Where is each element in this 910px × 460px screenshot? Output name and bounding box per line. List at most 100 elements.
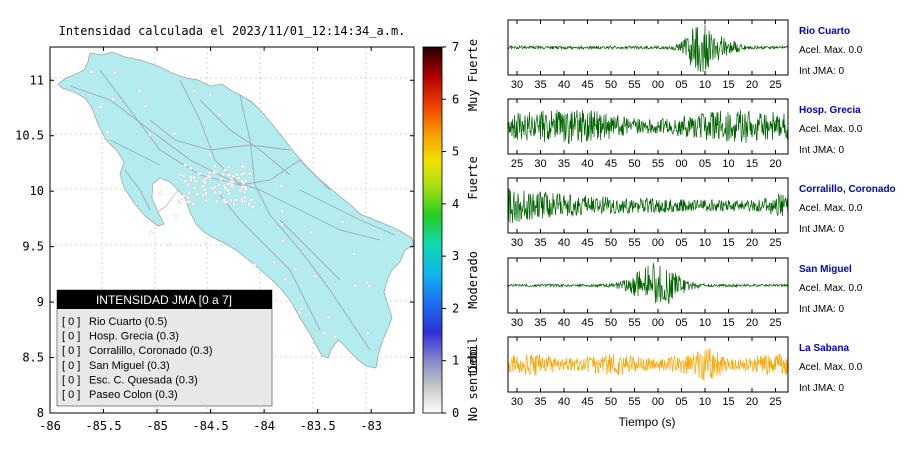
waveform-panel: 30 35 40 45 50 55 00 05 10 15 20 25 La Sabana Acel. M…	[507, 336, 863, 408]
station-marker	[299, 306, 304, 311]
waveform-trace	[507, 188, 789, 224]
waveform-acel-max: Acel. Max. 0.0	[799, 45, 863, 56]
waveform-station-name: La Sabana	[799, 343, 849, 354]
waveform-tick-label: 45	[605, 158, 617, 170]
map-x-tick-label: -84	[253, 419, 275, 433]
station-marker	[281, 239, 285, 243]
station-marker	[353, 284, 358, 288]
waveform-tick-label: 15	[722, 317, 734, 329]
station-marker	[212, 185, 217, 190]
waveform-int-jma: Int JMA: 0	[799, 145, 844, 156]
waveform-tick-label: 20	[746, 396, 758, 408]
waveform-panel: 25 30 35 40 45 50 55 00 05 10 15 20 Hosp. Grecia Acel…	[507, 98, 863, 170]
waveform-acel-max: Acel. Max. 0.0	[799, 283, 863, 294]
waveform-tick-label: 10	[722, 158, 734, 170]
station-marker	[195, 192, 200, 196]
waveform-tick-label: 40	[558, 317, 570, 329]
map-title: Intensidad calculada el 2023/11/01_12:14…	[59, 24, 406, 38]
station-marker	[210, 186, 214, 191]
colorbar-tick-label: 4	[452, 197, 459, 211]
legend-item-bracket: [ 0 ]	[62, 389, 80, 401]
colorbar-tick-label: 3	[452, 249, 459, 263]
station-marker	[227, 165, 231, 169]
waveform-tick-label: 10	[699, 79, 711, 91]
waveform-frame	[507, 177, 789, 234]
station-marker	[226, 188, 230, 193]
station-marker	[365, 331, 370, 336]
waveform-acel-max: Acel. Max. 0.0	[799, 124, 863, 135]
waveform-tick-label: 50	[605, 396, 617, 408]
station-marker	[239, 179, 244, 183]
station-marker	[242, 190, 247, 195]
roads	[69, 69, 396, 351]
legend-item-bracket: [ 0 ]	[62, 331, 80, 343]
waveform-tick-label: 00	[652, 317, 664, 329]
station-marker	[367, 284, 371, 289]
station-marker	[182, 174, 186, 178]
legend-item-bracket: [ 0 ]	[62, 345, 80, 357]
station-marker	[105, 130, 110, 134]
station-marker	[203, 180, 207, 185]
station-marker	[242, 171, 247, 175]
waveform-trace	[507, 263, 789, 305]
station-marker	[239, 197, 244, 202]
waveform-tick-label: 55	[628, 317, 640, 329]
waveform-station-name: San Miguel	[799, 264, 852, 275]
legend-item-label: Hosp. Grecia (0.3)	[89, 331, 179, 343]
map-x-tick-label: -83.5	[300, 419, 336, 433]
map-y-tick-label: 9.5	[22, 240, 44, 254]
waveform-tick-label: 40	[558, 79, 570, 91]
colorbar-category-label: Fuerte	[466, 156, 480, 199]
station-marker	[188, 166, 193, 170]
station-marker	[233, 198, 238, 202]
station-marker	[242, 195, 247, 200]
station-marker	[341, 220, 345, 224]
station-marker	[235, 172, 239, 177]
station-marker	[309, 230, 313, 235]
station-marker	[229, 198, 233, 202]
station-marker	[221, 172, 225, 177]
station-marker	[236, 176, 241, 181]
legend-title: INTENSIDAD JMA [0 a 7]	[96, 293, 232, 307]
waveform-tick-label: 20	[769, 158, 781, 170]
waveform-tick-label: 45	[581, 237, 593, 249]
station-marker	[185, 199, 190, 204]
map-x-tick-label: -85	[146, 419, 168, 433]
waveform-tick-label: 00	[652, 79, 664, 91]
waveform-tick-label: 35	[534, 317, 546, 329]
legend-item-label: Esc. C. Quesada (0.3)	[89, 374, 198, 386]
colorbar-tick-label: 5	[452, 145, 459, 159]
station-marker	[208, 153, 212, 157]
station-marker	[194, 179, 199, 183]
colorbar-tick-label: 2	[452, 301, 459, 315]
waveform-frame	[507, 257, 789, 314]
station-marker	[191, 201, 195, 206]
nicoya-gulf-water	[151, 177, 179, 213]
station-marker	[181, 193, 186, 198]
station-marker	[149, 230, 153, 235]
station-marker	[192, 185, 197, 190]
map-frame	[49, 46, 415, 414]
station-marker	[241, 181, 246, 186]
waveform-station-name: Rio Cuarto	[799, 26, 850, 37]
waveform-tick-label: 30	[511, 237, 523, 249]
station-marker	[252, 263, 257, 267]
station-marker	[222, 183, 227, 188]
waveform-tick-label: 15	[722, 237, 734, 249]
station-marker	[222, 198, 227, 202]
station-marker	[247, 202, 251, 207]
waveform-tick-label: 25	[769, 317, 781, 329]
legend-item-bracket: [ 0 ]	[62, 316, 80, 328]
station-marker	[217, 190, 222, 194]
waveform-tick-label: 55	[628, 237, 640, 249]
waveform-int-jma: Int JMA: 0	[799, 383, 844, 394]
waveform-panel: 30 35 40 45 50 55 00 05 10 15 20 25 San Miguel Acel. …	[507, 257, 863, 329]
station-marker	[158, 191, 163, 195]
waveform-station-name: Corralillo, Coronado	[799, 184, 896, 195]
waveform-tick-label: 35	[534, 237, 546, 249]
station-marker	[213, 164, 217, 169]
station-marker	[219, 177, 223, 181]
station-marker	[217, 183, 221, 188]
waveform-panel: 30 35 40 45 50 55 00 05 10 15 20 25 Rio Cuarto Acel. …	[507, 19, 863, 91]
